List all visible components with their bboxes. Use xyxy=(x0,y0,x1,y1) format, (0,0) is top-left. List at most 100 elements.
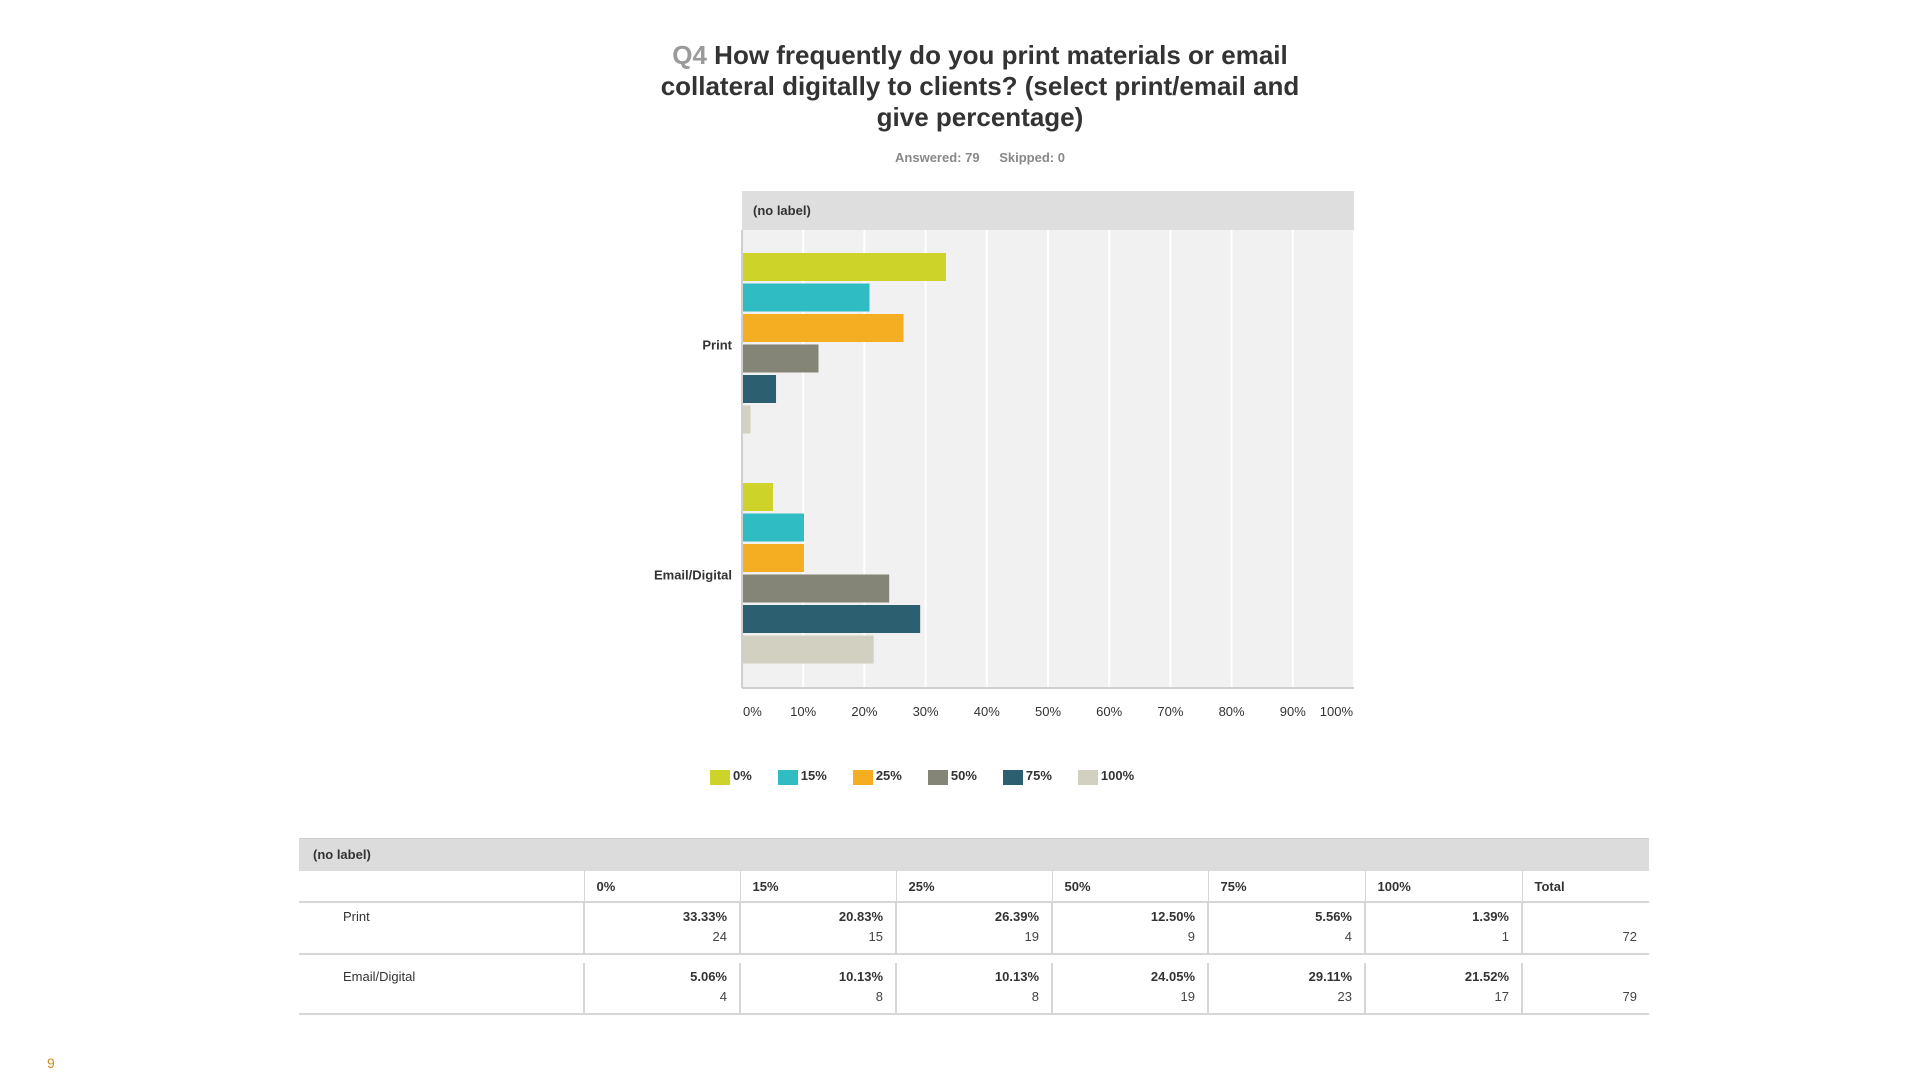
header-cell: 25% xyxy=(895,871,1052,903)
cell-count: 1 xyxy=(1501,929,1509,944)
legend-swatch xyxy=(1002,770,1023,785)
legend-item: 25% xyxy=(852,766,902,785)
legend-swatch xyxy=(1077,770,1098,785)
legend-label: 15% xyxy=(800,768,827,783)
total-count: 72 xyxy=(1622,929,1637,944)
legend-item: 15% xyxy=(777,766,827,785)
cell-percent: 24.05% xyxy=(1150,969,1195,984)
cell-percent: 21.52% xyxy=(1464,969,1509,984)
cell-count: 24 xyxy=(712,929,727,944)
x-tick-label: 40% xyxy=(974,704,1000,719)
cell-count: 23 xyxy=(1337,989,1352,1004)
table-cell: 10.13% 8 xyxy=(895,963,1052,1015)
bar xyxy=(742,253,946,281)
response-summary: Answered: 79 Skipped: 0 xyxy=(660,150,1300,165)
bar xyxy=(742,483,773,511)
page-number: 9 xyxy=(47,1055,55,1071)
legend-item: 50% xyxy=(927,766,977,785)
legend-swatch xyxy=(777,770,798,785)
header-cell: 15% xyxy=(739,871,896,903)
cell-percent: 10.13% xyxy=(838,969,883,984)
x-tick-label: 30% xyxy=(913,704,939,719)
category-label: Email/Digital xyxy=(654,568,732,583)
cell-count: 8 xyxy=(1031,989,1039,1004)
table-row: Email/Digital 5.06% 4 10.13% 8 10.13% 8 24.… xyxy=(299,963,1649,1015)
legend-swatch xyxy=(927,770,948,785)
table-caption: (no label) xyxy=(299,838,1649,871)
table-cell: 29.11% 23 xyxy=(1207,963,1365,1015)
table-header-row: 0% 15% 25% 50% 75% 100% Total xyxy=(299,871,1649,903)
x-tick-label: 0% xyxy=(743,704,762,719)
row-total: 72 xyxy=(1521,902,1649,955)
table-cell: 1.39% 1 xyxy=(1364,902,1522,955)
answered-count: Answered: 79 xyxy=(895,150,980,165)
header-cell: Total xyxy=(1521,871,1649,903)
header-cell: 50% xyxy=(1051,871,1208,903)
table-row: Print 33.33% 24 20.83% 15 26.39% 19 12.50% 9… xyxy=(299,902,1649,955)
cell-count: 17 xyxy=(1494,989,1509,1004)
cell-percent: 33.33% xyxy=(682,909,727,924)
legend-label: 25% xyxy=(875,768,902,783)
table-cell: 5.56% 4 xyxy=(1207,902,1365,955)
bar xyxy=(742,375,777,403)
cell-percent: 1.39% xyxy=(1472,909,1509,924)
chart-title: Q4 How frequently do you print materials… xyxy=(660,40,1300,133)
table-cell: 24.05% 19 xyxy=(1051,963,1208,1015)
x-tick-label: 50% xyxy=(1035,704,1061,719)
panel-header xyxy=(742,191,1354,230)
legend-item: 0% xyxy=(710,766,752,785)
bar xyxy=(742,513,804,542)
bar xyxy=(742,314,904,342)
table-cell: 10.13% 8 xyxy=(739,963,896,1015)
x-tick-label: 60% xyxy=(1096,704,1122,719)
table-cell: 20.83% 15 xyxy=(739,902,896,955)
header-cell: 75% xyxy=(1207,871,1365,903)
x-tick-label: 10% xyxy=(790,704,816,719)
cell-count: 19 xyxy=(1180,989,1195,1004)
row-label: Email/Digital xyxy=(299,963,584,1015)
cell-count: 4 xyxy=(719,989,727,1004)
table-cell: 26.39% 19 xyxy=(895,902,1052,955)
category-label: Print xyxy=(702,338,732,353)
row-spacer xyxy=(299,954,1649,963)
total-count: 79 xyxy=(1622,989,1637,1004)
cell-percent: 29.11% xyxy=(1308,969,1352,984)
table-cell: 33.33% 24 xyxy=(583,902,740,955)
plot-area xyxy=(742,230,1354,688)
cell-percent: 20.83% xyxy=(838,909,883,924)
header-cell: 0% xyxy=(583,871,740,903)
bar xyxy=(742,574,890,603)
table-cell: 21.52% 17 xyxy=(1364,963,1522,1015)
x-tick-label: 80% xyxy=(1219,704,1245,719)
cell-percent: 26.39% xyxy=(994,909,1039,924)
table-cell: 5.06% 4 xyxy=(583,963,740,1015)
cell-count: 15 xyxy=(868,929,883,944)
skipped-count: Skipped: 0 xyxy=(999,150,1065,165)
question-number: Q4 xyxy=(672,40,707,70)
legend-swatch xyxy=(852,770,873,785)
row-total: 79 xyxy=(1521,963,1649,1015)
legend-item: 100% xyxy=(1077,766,1134,785)
legend-item: 75% xyxy=(1002,766,1052,785)
cell-count: 19 xyxy=(1024,929,1039,944)
bar xyxy=(742,405,751,434)
chart-legend: 0% 15% 25% 50% 75% 100% xyxy=(710,766,1134,785)
legend-label: 0% xyxy=(733,768,752,783)
legend-swatch xyxy=(710,770,730,785)
table-cell: 12.50% 9 xyxy=(1051,902,1208,955)
legend-label: 75% xyxy=(1025,768,1052,783)
cell-percent: 5.56% xyxy=(1315,909,1352,924)
bar xyxy=(742,283,870,312)
cell-count: 9 xyxy=(1187,929,1195,944)
x-tick-label: 90% xyxy=(1280,704,1306,719)
x-tick-label: 100% xyxy=(1320,704,1354,719)
cell-count: 4 xyxy=(1344,929,1352,944)
x-tick-label: 70% xyxy=(1157,704,1183,719)
bar xyxy=(742,635,874,664)
cell-count: 8 xyxy=(875,989,883,1004)
header-cell xyxy=(299,871,584,903)
panel-label: (no label) xyxy=(753,203,811,218)
results-table: (no label) 0% 15% 25% 50% 75% 100% Total xyxy=(299,838,1649,1015)
data-table: 0% 15% 25% 50% 75% 100% Total Print 33.3… xyxy=(299,871,1649,1015)
bar xyxy=(742,605,921,633)
